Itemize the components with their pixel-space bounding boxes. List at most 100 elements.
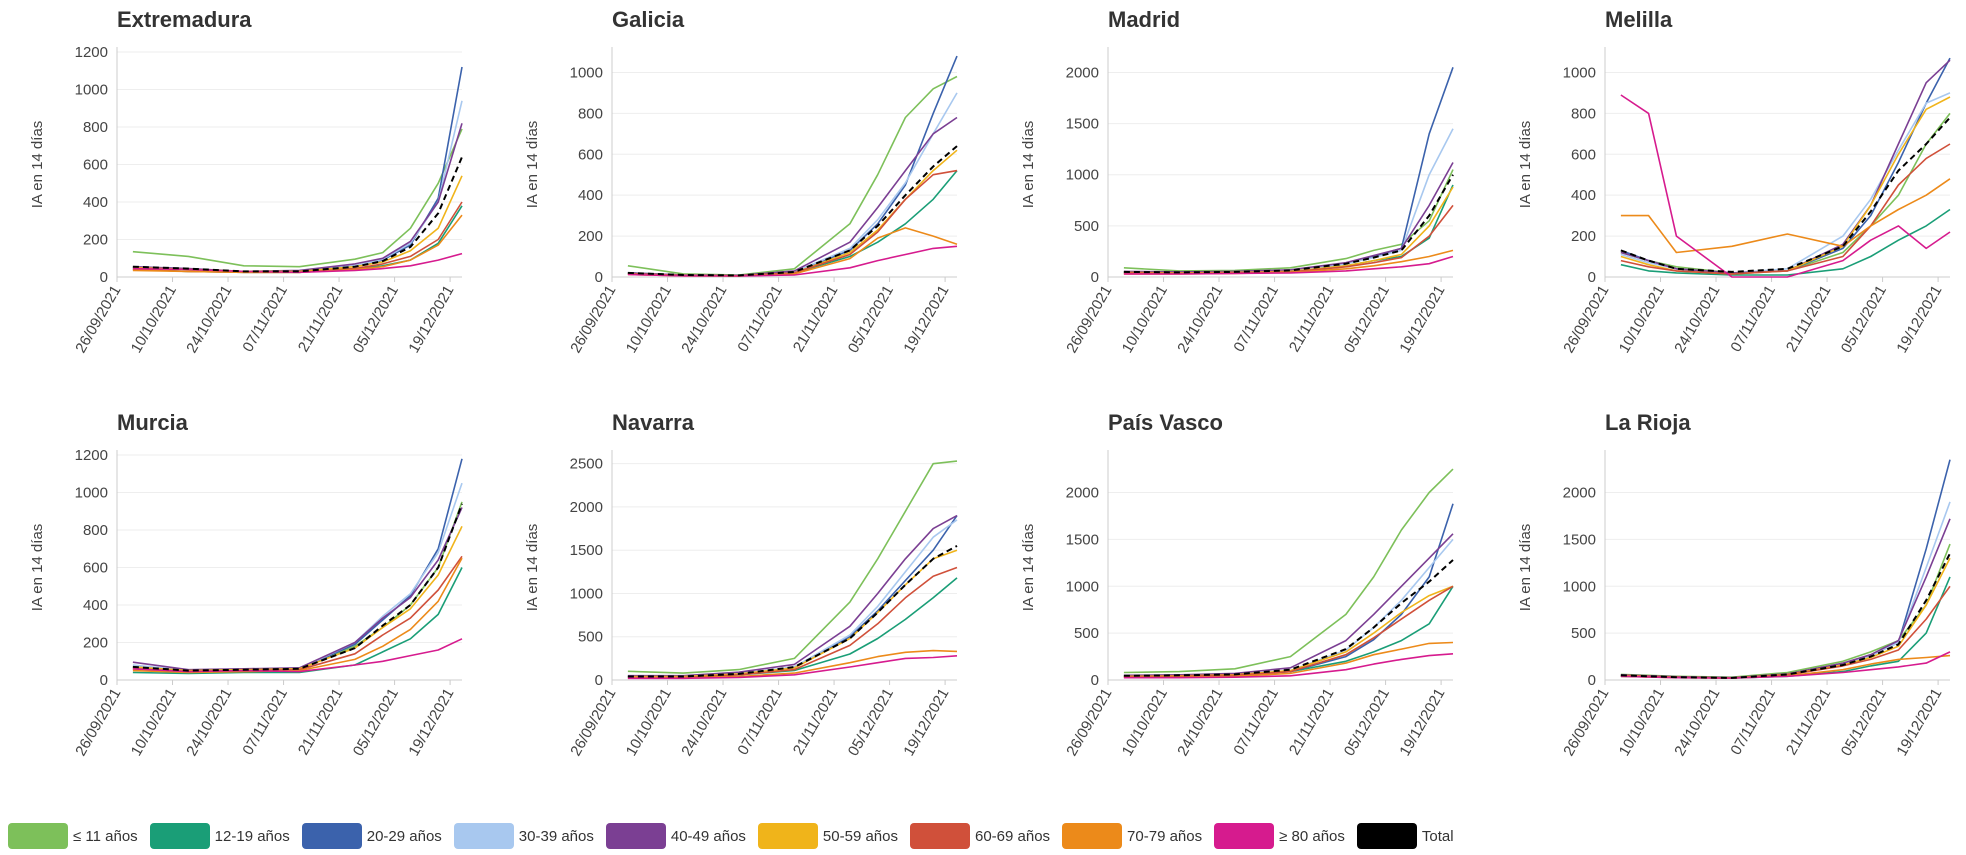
legend-item-total[interactable]: Total — [1356, 823, 1454, 849]
x-tick-label: 07/11/2021 — [734, 686, 786, 759]
legend-label: Total — [1421, 827, 1454, 845]
legend-swatch — [8, 823, 68, 849]
x-tick-label: 05/12/2021 — [1341, 283, 1393, 357]
series-line-total — [1620, 116, 1951, 273]
x-tick-label: 19/12/2021 — [900, 283, 952, 357]
series-line-a70 — [1620, 178, 1951, 254]
y-tick-label: 200 — [83, 232, 108, 249]
y-axis-label: IA en 14 días — [1020, 524, 1037, 612]
x-tick-label: 26/09/2021 — [567, 283, 619, 357]
x-tick-label: 26/09/2021 — [1560, 686, 1612, 760]
x-tick-label: 19/12/2021 — [1893, 686, 1945, 760]
x-tick-label: 24/10/2021 — [1174, 283, 1226, 357]
series-line-total — [627, 145, 958, 277]
y-tick-label: 1500 — [1066, 116, 1099, 133]
y-tick-label: 500 — [1571, 625, 1596, 642]
y-axis-label: IA en 14 días — [1517, 121, 1534, 209]
panel-madrid: Madrid IA en 14 días 0 500 1000 1500 2000 26/09… — [1020, 7, 1454, 357]
series-line-a40 — [132, 507, 463, 671]
x-tick-label: 19/12/2021 — [405, 283, 457, 357]
y-tick-label: 600 — [1571, 146, 1596, 163]
y-tick-label: 1000 — [570, 585, 603, 602]
series-line-a50 — [1123, 186, 1454, 274]
panel-title: Madrid — [1108, 7, 1180, 32]
series-line-a60 — [1620, 143, 1951, 275]
y-tick-label: 1000 — [1066, 578, 1099, 595]
y-axis-label: IA en 14 días — [29, 524, 46, 612]
y-tick-label: 500 — [1074, 218, 1099, 235]
y-tick-label: 1000 — [75, 485, 108, 502]
series-line-a20 — [132, 458, 463, 672]
legend-item-a40[interactable]: 40-49 años — [605, 823, 746, 849]
panel-navarra: Navarra IA en 14 días 0 500 1000 1500 2000 2500… — [524, 410, 958, 760]
legend-item-a50[interactable]: 50-59 años — [757, 823, 898, 849]
panel-title: Galicia — [612, 7, 685, 32]
series-line-a12 — [132, 567, 463, 675]
panel-title: La Rioja — [1605, 410, 1691, 435]
panel-murcia: Murcia IA en 14 días 0 200 400 600 800 1000 1200… — [29, 410, 463, 760]
series-line-total — [132, 156, 463, 273]
x-tick-label: 21/11/2021 — [790, 686, 842, 759]
y-tick-label: 600 — [83, 157, 108, 174]
legend-swatch — [1062, 823, 1123, 849]
x-tick-label: 19/12/2021 — [1893, 283, 1945, 357]
y-tick-label: 800 — [1571, 105, 1596, 122]
legend-item-a70[interactable]: 70-79 años — [1062, 823, 1202, 849]
y-tick-label: 500 — [1074, 625, 1099, 642]
series-line-a30 — [1123, 128, 1454, 274]
series-line-a50 — [1123, 585, 1454, 678]
y-tick-label: 200 — [578, 228, 603, 245]
x-tick-label: 21/11/2021 — [1286, 283, 1338, 356]
series-line-ge80 — [1123, 255, 1454, 275]
series-line-a30 — [1123, 538, 1454, 678]
y-tick-label: 2500 — [570, 456, 603, 473]
series-line-total — [1620, 552, 1951, 679]
legend-label: 50-59 años — [822, 827, 898, 845]
panel-title: Melilla — [1605, 7, 1673, 32]
series-line-le11 — [1123, 468, 1454, 674]
y-tick-label: 200 — [83, 635, 108, 652]
y-tick-label: 1200 — [75, 44, 108, 61]
legend-item-a20[interactable]: 20-29 años — [301, 823, 442, 849]
x-tick-label: 05/12/2021 — [1341, 686, 1393, 760]
panel-title: Extremadura — [117, 7, 252, 32]
y-tick-label: 1500 — [1563, 531, 1596, 548]
legend-item-a30[interactable]: 30-39 años — [453, 823, 594, 849]
x-tick-label: 10/10/2021 — [128, 686, 180, 760]
legend-item-a60[interactable]: 60-69 años — [909, 823, 1050, 849]
legend-item-le11[interactable]: ≤ 11 años — [8, 823, 138, 849]
y-axis-label: IA en 14 días — [29, 121, 46, 209]
series-line-a60 — [627, 566, 958, 679]
x-tick-label: 21/11/2021 — [295, 686, 347, 759]
series-line-le11 — [627, 460, 958, 674]
y-tick-label: 800 — [578, 105, 603, 122]
x-tick-label: 05/12/2021 — [350, 686, 402, 760]
y-tick-label: 200 — [1571, 228, 1596, 245]
y-tick-label: 0 — [1588, 269, 1596, 286]
legend-label: 12-19 años — [214, 827, 290, 845]
x-tick-label: 24/10/2021 — [678, 686, 730, 760]
y-tick-label: 600 — [578, 146, 603, 163]
y-axis-label: IA en 14 días — [524, 121, 541, 209]
series-line-a40 — [1620, 518, 1951, 679]
x-tick-label: 21/11/2021 — [1783, 283, 1835, 356]
x-tick-label: 07/11/2021 — [1230, 283, 1282, 356]
series-line-a30 — [627, 519, 958, 678]
y-axis-label: IA en 14 días — [1020, 121, 1037, 209]
panel-la-rioja: La Rioja IA en 14 días 0 500 1000 1500 2000 26/… — [1517, 410, 1951, 760]
y-tick-label: 1000 — [1066, 167, 1099, 184]
legend-swatch — [149, 823, 210, 849]
x-tick-label: 21/11/2021 — [1286, 686, 1338, 759]
legend-item-a12[interactable]: 12-19 años — [149, 823, 290, 849]
y-tick-label: 400 — [83, 194, 108, 211]
x-tick-label: 07/11/2021 — [1727, 686, 1779, 759]
y-tick-label: 2000 — [570, 499, 603, 516]
legend-item-ge80[interactable]: ≥ 80 años — [1214, 823, 1345, 849]
series-line-total — [132, 503, 463, 672]
series-line-a40 — [627, 514, 958, 677]
series-line-a60 — [627, 169, 958, 277]
y-tick-label: 800 — [83, 119, 108, 136]
x-tick-label: 24/10/2021 — [1671, 686, 1723, 760]
series-line-a12 — [1123, 184, 1454, 275]
x-tick-label: 26/09/2021 — [1560, 283, 1612, 357]
